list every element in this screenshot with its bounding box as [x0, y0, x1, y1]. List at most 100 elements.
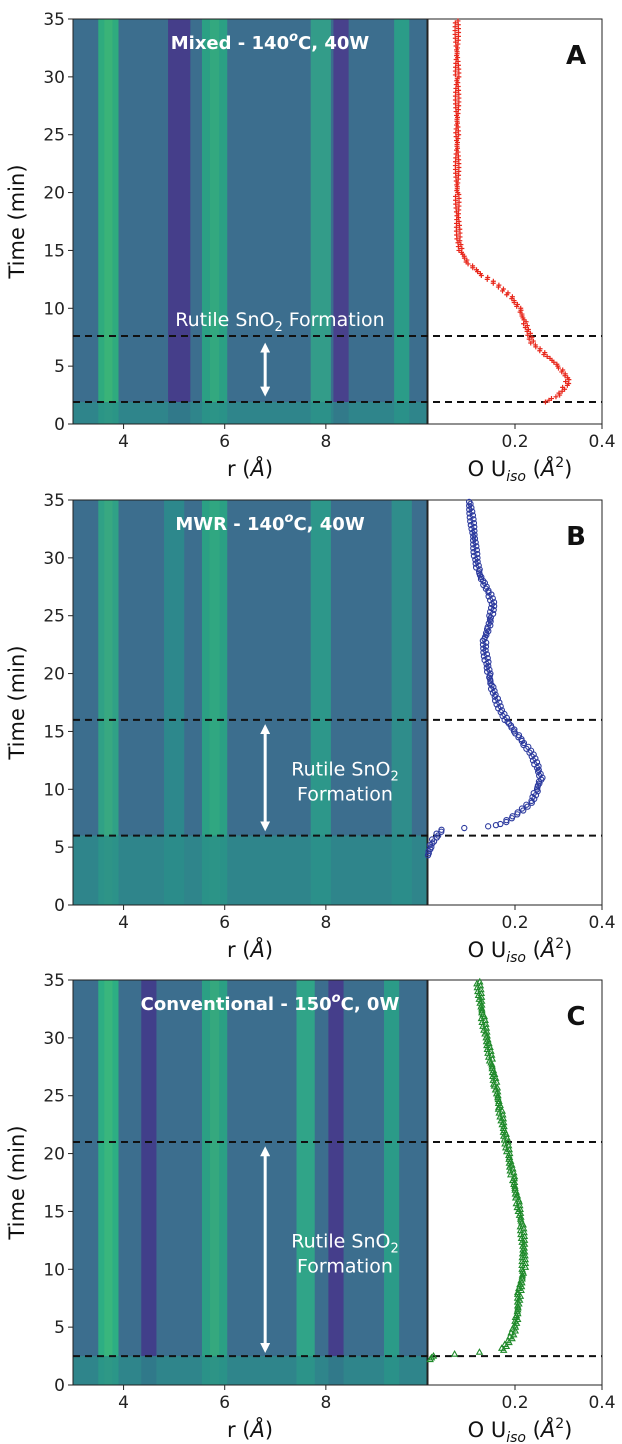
heatmap-band	[333, 19, 349, 424]
uiso-unit: Å	[539, 455, 555, 481]
y-tick-label: 20	[43, 184, 65, 204]
annotation-part: Rutile SnO	[175, 309, 274, 331]
data-point	[489, 1076, 497, 1083]
data-point	[508, 1334, 516, 1342]
data-point	[505, 1162, 514, 1170]
data-point	[452, 20, 458, 26]
y-tick-label: 20	[43, 1145, 65, 1165]
data-point	[502, 1130, 510, 1137]
data-point	[497, 1116, 505, 1124]
heatmap-band	[328, 980, 344, 1385]
heatmap-early-region	[73, 1356, 427, 1385]
y-tick-label: 0	[54, 896, 65, 916]
data-point	[516, 1215, 525, 1222]
heatmap-frame	[72, 499, 428, 906]
x-label-var: r	[227, 1418, 236, 1442]
data-point	[516, 1292, 525, 1299]
uiso-sub: iso	[506, 469, 526, 485]
heatmap-band	[310, 500, 331, 905]
heatmap-frame	[72, 979, 428, 1386]
data-point	[495, 1108, 503, 1116]
heatmap-band	[394, 19, 410, 424]
y-tick-label: 25	[43, 1087, 65, 1107]
x-axis-label: r (Å)	[227, 455, 273, 481]
data-point	[471, 523, 478, 531]
title-sup: o	[289, 30, 298, 45]
heatmap-band	[201, 980, 228, 1385]
annotation-part: Formation	[297, 1256, 393, 1278]
data-point	[518, 1238, 526, 1245]
title-tail: C, 40W	[298, 33, 369, 54]
data-point	[511, 1186, 519, 1193]
data-point	[438, 826, 445, 833]
y-tick-label: 15	[43, 241, 65, 261]
data-point	[489, 1072, 497, 1079]
data-point	[503, 816, 510, 824]
data-point	[513, 1191, 522, 1199]
data-point	[450, 1350, 459, 1357]
data-point	[478, 1008, 486, 1016]
y-tick-label: 10	[43, 299, 65, 319]
panel-letter: C	[566, 1002, 585, 1032]
data-point	[485, 823, 492, 830]
data-point	[470, 263, 476, 269]
heatmap-band	[296, 980, 315, 1385]
data-point	[527, 330, 533, 336]
data-point	[514, 301, 520, 307]
x-label-open: (	[236, 457, 251, 481]
data-point	[497, 1344, 506, 1351]
data-point	[525, 332, 531, 338]
data-point	[487, 680, 494, 687]
data-point	[509, 294, 515, 300]
data-point	[475, 995, 483, 1002]
data-point	[501, 1139, 509, 1147]
data-point	[474, 987, 482, 995]
data-point	[510, 1321, 519, 1328]
data-point	[511, 1317, 519, 1324]
scatter-x-tick-label: 0.2	[501, 432, 528, 452]
data-point	[520, 1236, 529, 1243]
y-tick-label: 35	[43, 971, 65, 991]
x-tick-label: 8	[320, 432, 331, 452]
data-point	[473, 983, 481, 991]
panel-letter: B	[566, 522, 586, 552]
data-point	[491, 1085, 500, 1093]
data-point	[475, 1348, 484, 1355]
y-tick-label: 0	[54, 1376, 65, 1396]
data-point	[521, 1251, 529, 1259]
data-point	[493, 1083, 502, 1091]
data-point	[483, 1031, 491, 1039]
data-point	[485, 662, 492, 670]
y-tick-label: 5	[54, 1318, 65, 1338]
x-label-open: (	[236, 1418, 251, 1442]
data-point	[466, 514, 473, 521]
data-point	[501, 1143, 510, 1151]
y-tick-label: 35	[43, 491, 65, 511]
heatmap-band	[391, 500, 412, 905]
x-tick-label: 4	[118, 913, 129, 933]
data-point	[477, 271, 483, 277]
annotation-part: 2	[390, 770, 398, 785]
data-point	[453, 193, 459, 199]
uiso-close: )	[564, 938, 572, 962]
data-point	[500, 286, 506, 292]
uiso-sup: 2	[555, 455, 564, 471]
heatmap-band	[384, 980, 400, 1385]
heatmap-band	[98, 19, 119, 424]
data-point	[517, 1234, 526, 1241]
data-point	[477, 993, 486, 1000]
annotation-part: Rutile SnO	[291, 1231, 390, 1253]
data-point	[500, 1135, 508, 1143]
heatmap	[73, 500, 427, 905]
data-point	[494, 1087, 502, 1095]
data-point	[529, 334, 535, 340]
y-tick-label: 5	[54, 357, 65, 377]
uiso-unit: Å	[539, 936, 555, 962]
heatmap	[73, 980, 427, 1385]
y-axis-label: Time (min)	[5, 164, 29, 279]
scatter-x-axis-label: O Uiso (Å2)	[468, 936, 573, 966]
data-point	[489, 1080, 498, 1087]
data-point	[537, 346, 543, 352]
